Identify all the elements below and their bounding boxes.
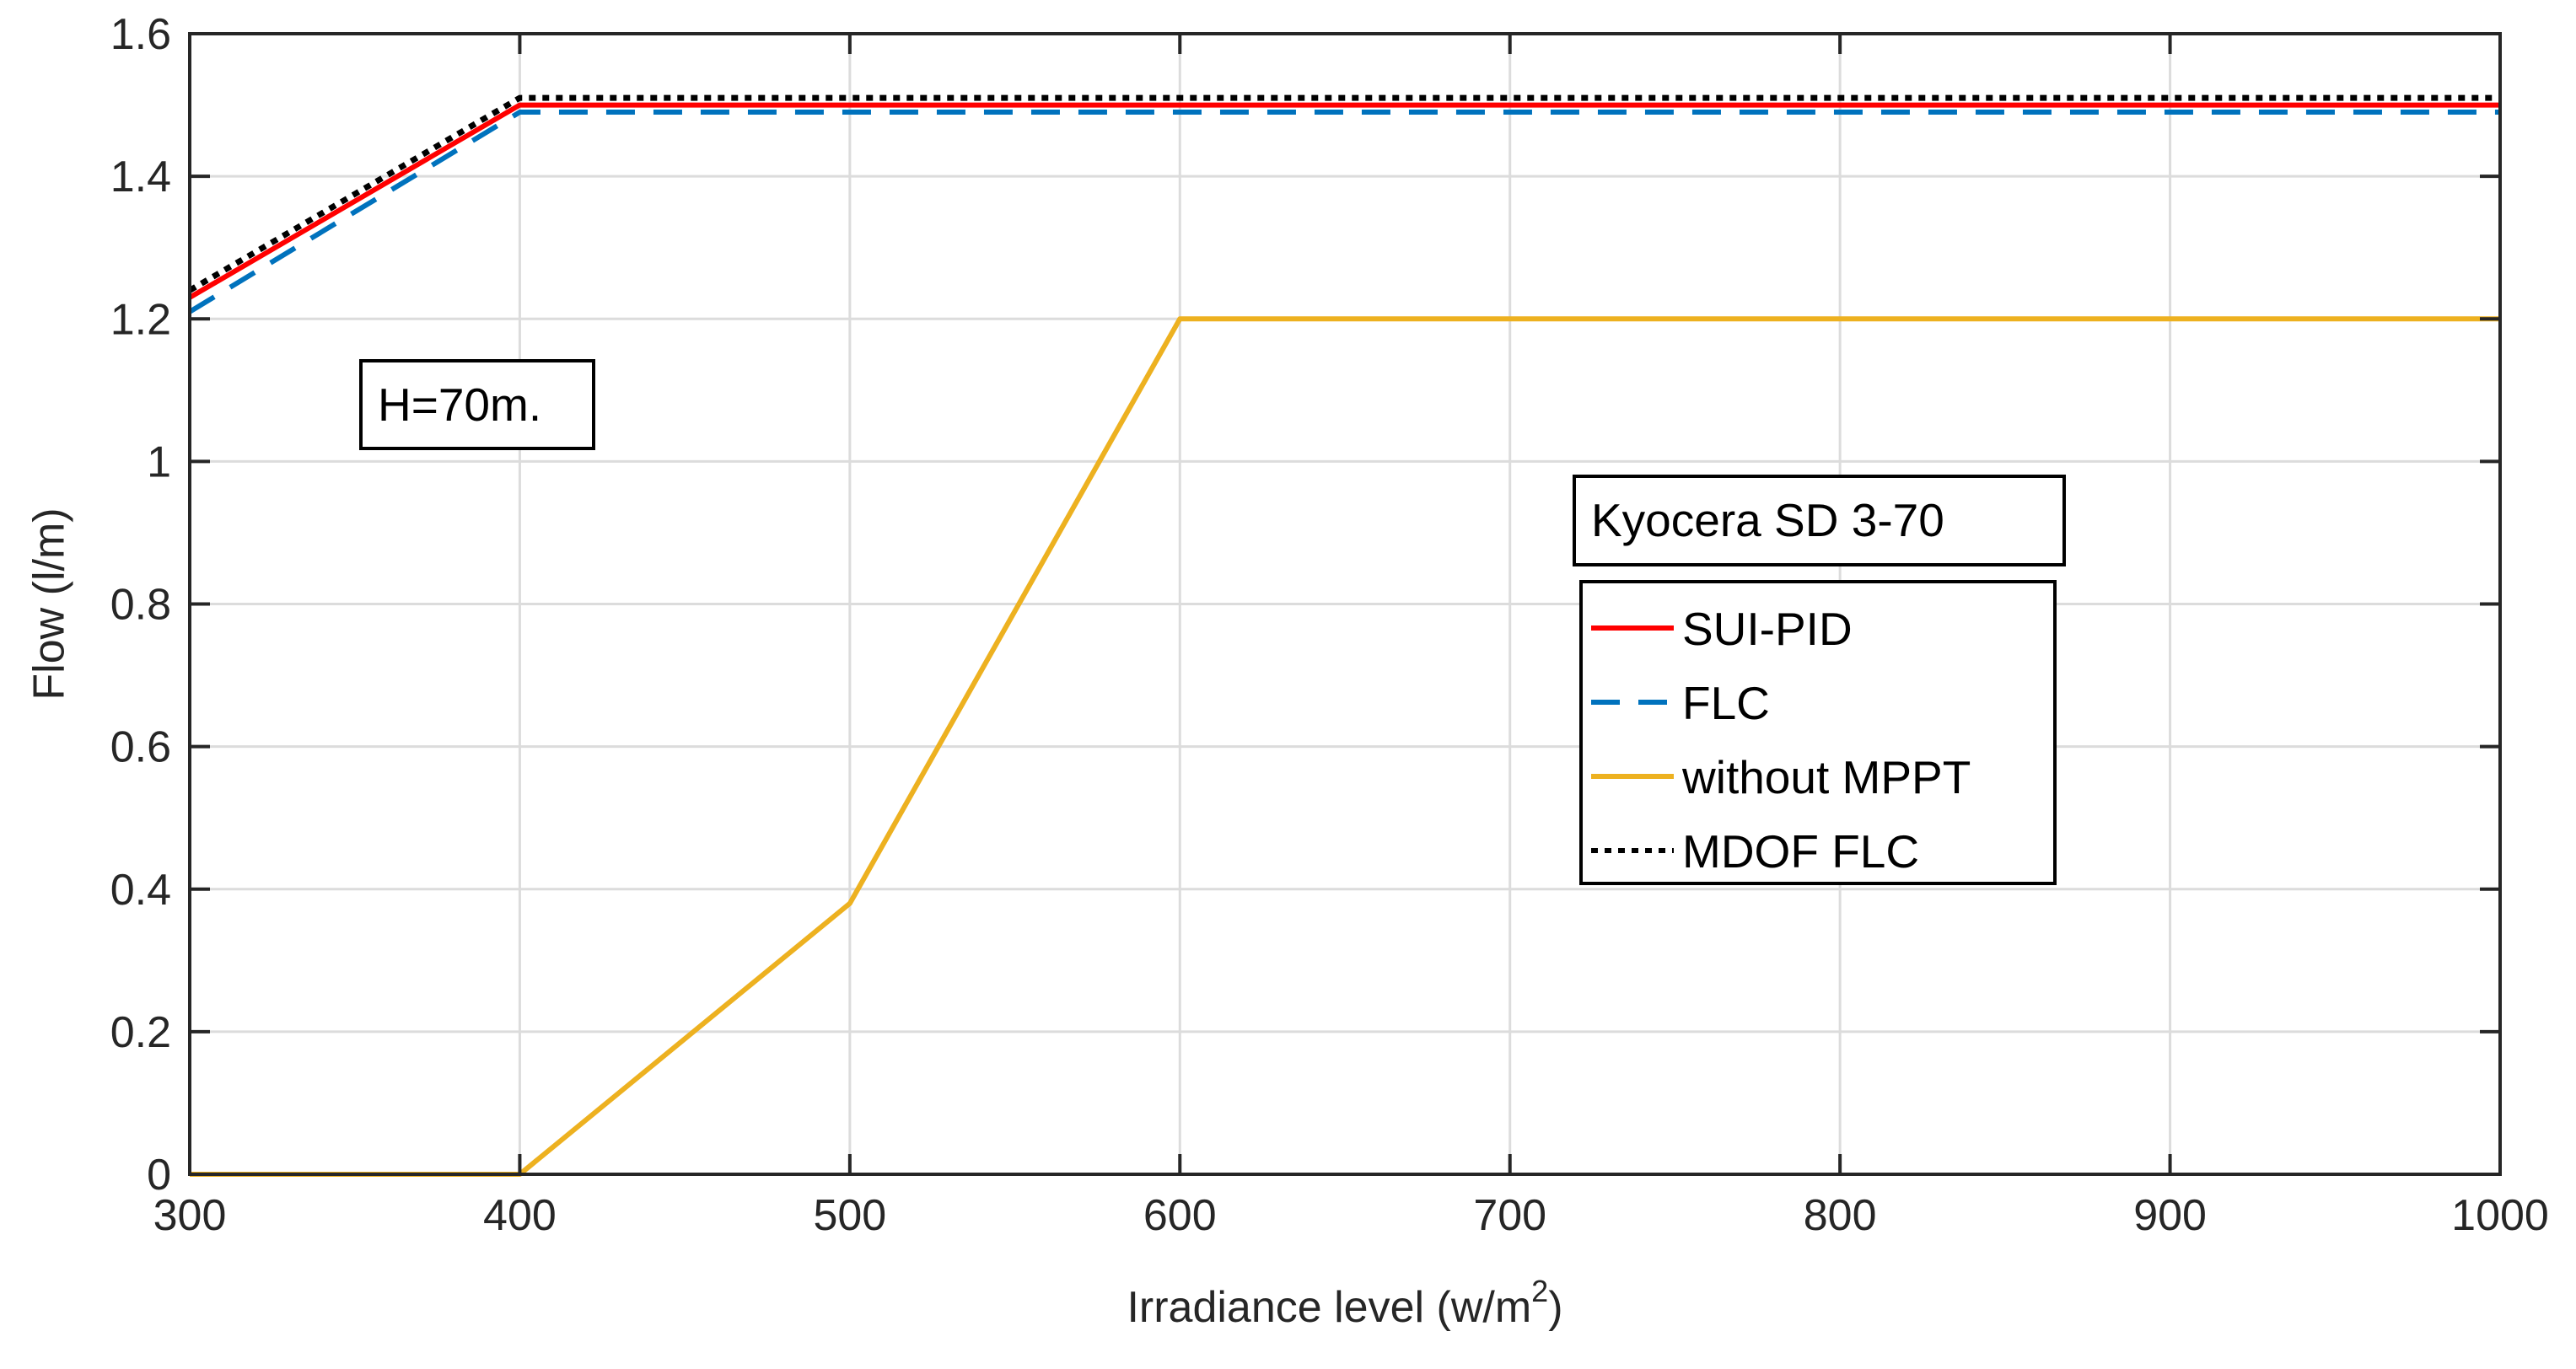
x-tick-label: 900 — [2133, 1191, 2207, 1240]
x-tick-label: 400 — [483, 1191, 557, 1240]
x-tick-label: 600 — [1143, 1191, 1217, 1240]
plot-area — [188, 94, 2500, 1177]
y-tick-label: 1 — [147, 438, 171, 486]
x-tick-label: 800 — [1804, 1191, 1877, 1240]
grid — [188, 32, 2502, 1176]
series-line-flc — [188, 110, 2500, 314]
x-tick-label: 300 — [153, 1191, 227, 1240]
x-tick-label: 700 — [1473, 1191, 1546, 1240]
y-tick-label: 0.2 — [110, 1008, 171, 1057]
x-tick-label: 500 — [813, 1191, 886, 1240]
x-axis-label: Irradiance level (w/m2) — [1127, 1274, 1562, 1332]
x-tick-label: 1000 — [2451, 1191, 2549, 1240]
y-tick-labels: 0 0.2 0.4 0.6 0.8 1 1.2 1.4 1.6 — [110, 10, 171, 1200]
series-line-mdof-flc — [188, 94, 2500, 293]
annotation-box: H=70m. — [359, 359, 595, 450]
series-line-without-mppt — [190, 316, 2500, 1177]
y-tick-label: 1.2 — [110, 295, 171, 344]
y-tick-label: 1.4 — [110, 153, 171, 201]
y-tick-label: 1.6 — [110, 10, 171, 59]
legend-label: FLC — [1682, 677, 1770, 729]
y-axis-label: Flow (l/m) — [25, 507, 74, 700]
legend-label: without MPPT — [1681, 751, 1971, 803]
legend: SUI-PID FLC without MPPT MDOF FLC — [1579, 580, 2057, 885]
annotation-text: H=70m. — [378, 378, 541, 431]
y-tick-label: 0 — [147, 1151, 171, 1200]
legend-title: Kyocera SD 3-70 — [1591, 494, 1944, 546]
y-tick-label: 0.6 — [110, 723, 171, 772]
series-line-sui-pid — [188, 102, 2500, 300]
legend-label: SUI-PID — [1682, 603, 1853, 655]
y-tick-label: 0.8 — [110, 581, 171, 630]
legend-title-box: Kyocera SD 3-70 — [1573, 475, 2066, 566]
x-tick-labels: 300 400 500 600 700 800 900 1000 — [153, 1191, 2549, 1240]
legend-label: MDOF FLC — [1682, 825, 1919, 878]
ticks — [188, 32, 2502, 1176]
y-tick-label: 0.4 — [110, 866, 171, 915]
